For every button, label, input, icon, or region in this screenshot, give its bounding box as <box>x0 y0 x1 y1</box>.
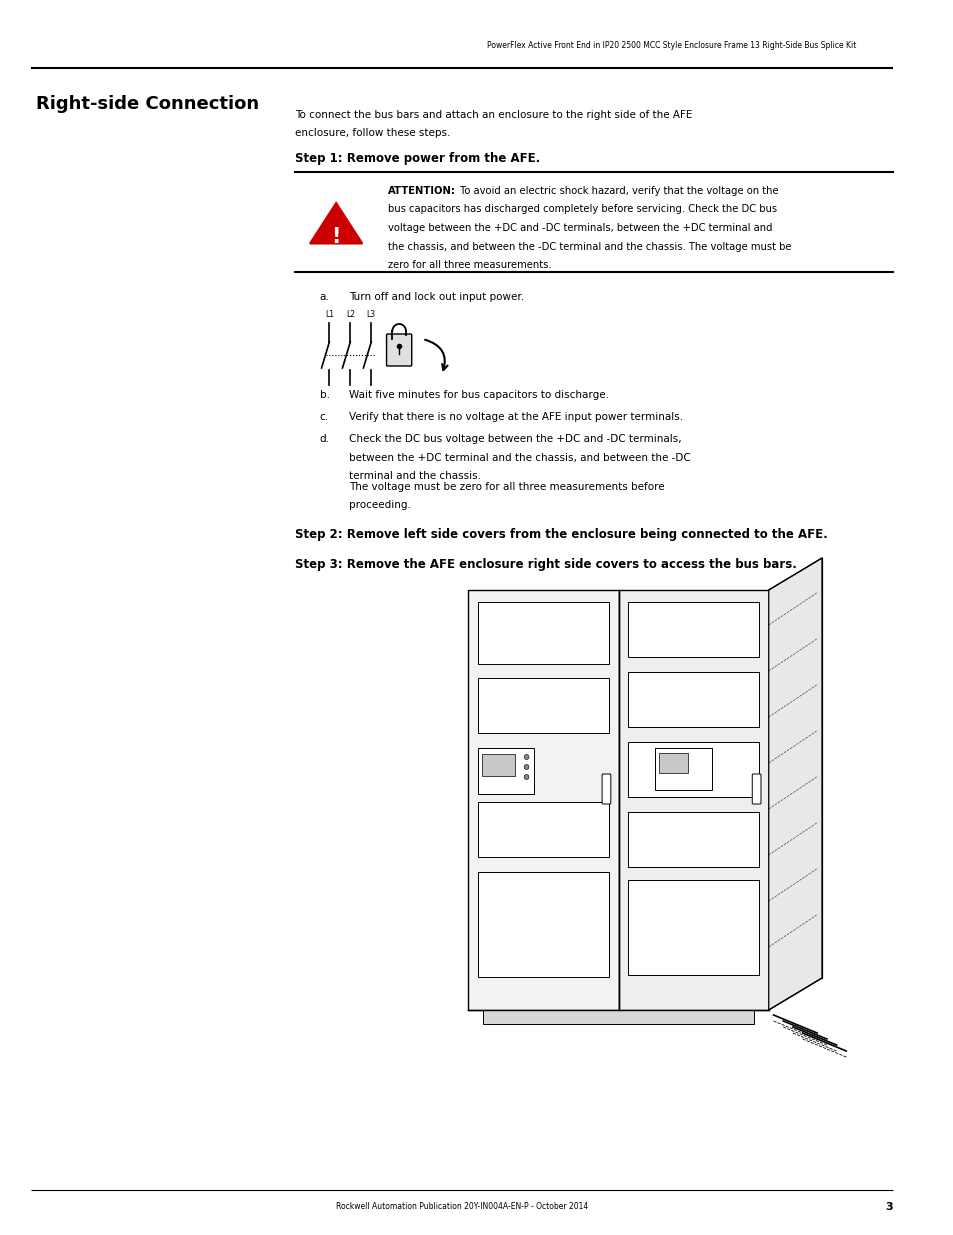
FancyBboxPatch shape <box>477 678 608 734</box>
Text: Right-side Connection: Right-side Connection <box>36 95 258 112</box>
Text: c.: c. <box>319 412 329 422</box>
FancyBboxPatch shape <box>468 590 618 1010</box>
Text: Turn off and lock out input power.: Turn off and lock out input power. <box>349 291 523 303</box>
FancyBboxPatch shape <box>482 1010 754 1024</box>
FancyBboxPatch shape <box>477 748 534 794</box>
FancyBboxPatch shape <box>628 672 759 727</box>
Text: Step 1: Remove power from the AFE.: Step 1: Remove power from the AFE. <box>295 152 540 165</box>
Polygon shape <box>310 203 362 243</box>
FancyBboxPatch shape <box>628 811 759 867</box>
FancyBboxPatch shape <box>659 753 688 773</box>
Text: Wait five minutes for bus capacitors to discharge.: Wait five minutes for bus capacitors to … <box>349 390 608 400</box>
Text: proceeding.: proceeding. <box>349 500 410 510</box>
Text: enclosure, follow these steps.: enclosure, follow these steps. <box>295 128 451 138</box>
FancyBboxPatch shape <box>628 881 759 974</box>
FancyBboxPatch shape <box>628 601 759 657</box>
FancyBboxPatch shape <box>477 802 608 857</box>
FancyBboxPatch shape <box>618 590 768 1010</box>
Text: !: ! <box>331 227 340 247</box>
Text: To connect the bus bars and attach an enclosure to the right side of the AFE: To connect the bus bars and attach an en… <box>295 110 692 120</box>
Text: b.: b. <box>319 390 330 400</box>
FancyBboxPatch shape <box>752 774 760 804</box>
Text: zero for all three measurements.: zero for all three measurements. <box>387 261 551 270</box>
Text: PowerFlex Active Front End in IP20 2500 MCC Style Enclosure Frame 13 Right-Side : PowerFlex Active Front End in IP20 2500 … <box>487 41 856 49</box>
Text: Rockwell Automation Publication 20Y-IN004A-EN-P - October 2014: Rockwell Automation Publication 20Y-IN00… <box>335 1202 588 1212</box>
FancyBboxPatch shape <box>628 742 759 797</box>
Text: L2: L2 <box>345 310 355 319</box>
Circle shape <box>523 755 528 760</box>
Text: d.: d. <box>319 433 330 445</box>
Text: Check the DC bus voltage between the +DC and -DC terminals,: Check the DC bus voltage between the +DC… <box>349 433 680 445</box>
Text: the chassis, and between the -DC terminal and the chassis. The voltage must be: the chassis, and between the -DC termina… <box>387 242 790 252</box>
Text: a.: a. <box>319 291 329 303</box>
Text: terminal and the chassis.: terminal and the chassis. <box>349 471 480 480</box>
Text: Verify that there is no voltage at the AFE input power terminals.: Verify that there is no voltage at the A… <box>349 412 682 422</box>
FancyBboxPatch shape <box>386 333 412 366</box>
FancyBboxPatch shape <box>477 601 608 664</box>
Text: between the +DC terminal and the chassis, and between the -DC: between the +DC terminal and the chassis… <box>349 452 690 462</box>
FancyBboxPatch shape <box>655 748 711 790</box>
Text: Step 2: Remove left side covers from the enclosure being connected to the AFE.: Step 2: Remove left side covers from the… <box>295 529 827 541</box>
FancyBboxPatch shape <box>481 755 515 776</box>
Text: voltage between the +DC and -DC terminals, between the +DC terminal and: voltage between the +DC and -DC terminal… <box>387 224 771 233</box>
Circle shape <box>523 774 528 779</box>
Text: L3: L3 <box>366 310 375 319</box>
FancyBboxPatch shape <box>601 774 610 804</box>
Text: Step 3: Remove the AFE enclosure right side covers to access the bus bars.: Step 3: Remove the AFE enclosure right s… <box>295 558 797 571</box>
Text: The voltage must be zero for all three measurements before: The voltage must be zero for all three m… <box>349 482 663 492</box>
Polygon shape <box>768 558 821 1010</box>
Text: bus capacitors has discharged completely before servicing. Check the DC bus: bus capacitors has discharged completely… <box>387 205 776 215</box>
Text: To avoid an electric shock hazard, verify that the voltage on the: To avoid an electric shock hazard, verif… <box>456 186 778 196</box>
Text: ATTENTION:: ATTENTION: <box>387 186 455 196</box>
FancyBboxPatch shape <box>477 872 608 977</box>
Text: L1: L1 <box>325 310 334 319</box>
Text: 3: 3 <box>884 1202 892 1212</box>
Circle shape <box>523 764 528 769</box>
